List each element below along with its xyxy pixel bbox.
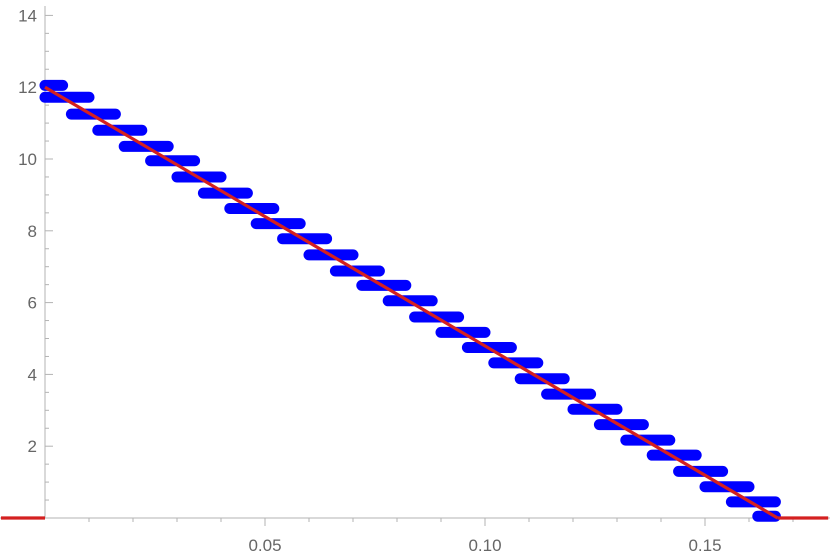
y-tick-label: 12	[18, 78, 37, 97]
fit-lines	[1, 85, 829, 520]
x-tick-label: 0.15	[688, 536, 721, 555]
x-minor-ticks	[88, 518, 794, 522]
y-tick-labels: 2 4 6 8 10 12 14	[18, 6, 37, 456]
axes: 0.05 0.10 0.15 2 4 6 8 10 12 14	[0, 6, 830, 555]
y-tick-label: 2	[28, 437, 37, 456]
x-tick-labels: 0.05 0.10 0.15	[248, 536, 721, 555]
y-tick-label: 10	[18, 150, 37, 169]
y-tick-label: 6	[28, 294, 37, 313]
y-tick-label: 14	[18, 6, 37, 25]
y-tick-label: 8	[28, 222, 37, 241]
x-tick-label: 0.10	[468, 536, 501, 555]
y-minor-ticks	[45, 32, 49, 501]
fit-line	[44, 85, 779, 520]
x-tick-label: 0.05	[248, 536, 281, 555]
x-major-ticks	[264, 518, 706, 526]
y-tick-label: 4	[28, 365, 37, 384]
